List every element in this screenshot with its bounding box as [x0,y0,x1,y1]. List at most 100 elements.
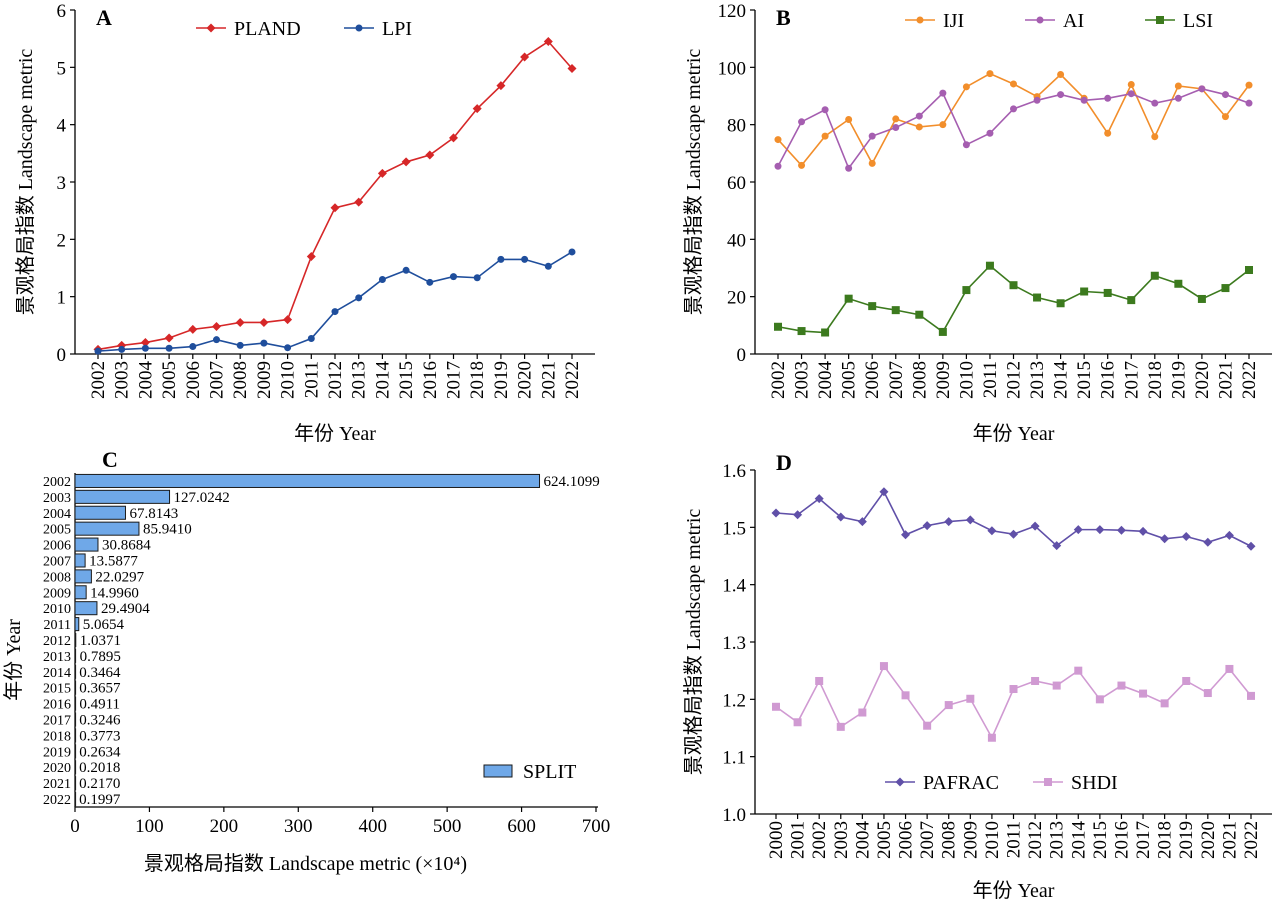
panel-b-x-tick-label: 2015 [1074,361,1095,399]
panel-d-point-pafrac [793,510,803,520]
panel-a-point-pland [449,133,458,143]
panel-a-point-pland [377,168,387,178]
panel-a-x-tick-label: 2019 [491,361,512,399]
panel-b-letter: B [776,5,791,30]
panel-b-point-iji [1127,81,1135,89]
panel-a-x-tick-label: 2011 [301,361,322,398]
panel-a-x-tick-label: 2021 [538,361,559,399]
panel-a-legend-marker [355,24,363,32]
panel-a-x-tick-label: 2016 [420,361,441,399]
panel-b-point-lsi [1221,284,1230,293]
panel-d-x-tick-label: 2003 [831,821,852,859]
panel-d-point-pafrac [1030,521,1040,531]
panel-b-x-tick-label: 2014 [1051,361,1072,400]
panel-d-point-pafrac [1181,532,1191,542]
panel-a-x-tick-label: 2003 [112,361,133,399]
panel-a-x-tick-label: 2022 [562,361,583,399]
panel-d-point-shdi [1095,695,1104,704]
panel-b-x-tick-label: 2013 [1027,361,1048,399]
panel-c-bar [74,664,77,679]
panel-d-point-shdi [1031,676,1040,685]
panel-a-y-tick-label: 6 [57,1,67,22]
panel-c-data-label: 67.8143 [129,506,178,522]
panel-c-data-label: 0.7895 [80,649,121,665]
panel-d-y-tick-label: 1.2 [722,690,746,711]
panel-d-point-shdi [1052,681,1061,690]
panel-b-point-ai [1151,99,1159,107]
panel-a-x-axis-title: 年份 Year [294,422,376,445]
panel-c-bar [74,521,140,536]
panel-b-x-tick-label: 2018 [1145,361,1166,399]
panel-a-letter: A [96,5,112,30]
panel-d-x-tick-label: 2004 [852,821,873,860]
panel-d-x-tick-label: 2021 [1219,821,1240,859]
panel-c-data-label: 0.2634 [79,744,121,760]
panel-c-data-label: 1.0371 [80,633,121,649]
panel-c-x-tick-label: 600 [507,816,536,837]
panel-a-point-pland [567,63,577,73]
panel-c-y-tick-label: 2007 [43,554,71,569]
panel-b-point-lsi [844,294,853,303]
panel-b-legend-marker [916,16,924,24]
panel-a-series-pland [93,37,577,354]
panel-b-y-tick-label: 0 [737,345,747,366]
panel-b-point-iji [1174,82,1182,90]
panel-c-x-tick-label: 400 [358,816,387,837]
panel-c-bar [74,648,77,663]
panel-a-point-pland [543,37,553,47]
panel-c-y-tick-label: 2021 [43,777,71,792]
panel-c-data-label: 0.3464 [79,665,121,681]
panel-b-y-tick-label: 120 [718,1,747,22]
panel-a-point-lpi [94,347,102,355]
panel-b-point-ai [1127,90,1135,98]
panel-d-legend-item-pafrac: PAFRAC [885,772,999,794]
panel-b-x-tick-label: 2017 [1121,361,1142,399]
panel-b-point-ai [798,118,806,126]
panel-b-x-axis-title: 年份 Year [973,422,1055,445]
panel-d-point-shdi [944,701,953,710]
panel-c-x-tick-label: 700 [582,816,611,837]
panel-d-x-tick-label: 2008 [939,821,960,859]
panel-d-x-tick-label: 2002 [809,821,830,859]
panel-a-point-lpi [236,341,244,349]
panel-b-x-tick-label: 2008 [909,361,930,399]
panel-d-x-tick-label: 2007 [917,821,938,859]
panel-b-point-iji [1057,71,1065,78]
panel-d-y-tick-label: 1.3 [722,633,746,654]
panel-b-x-tick-label: 2003 [792,361,813,399]
panel-c-y-tick-label: 2006 [43,539,71,554]
panel-c-y-tick-label: 2015 [43,682,71,697]
panel-c-bar [74,696,77,711]
panel-b-legend-label: IJI [943,10,964,32]
panel-b-point-lsi [938,327,947,336]
panel-c-data-label: 30.8684 [102,538,151,554]
panel-b-point-lsi [821,328,830,337]
panel-b-point-lsi [1009,281,1018,290]
panel-a-point-lpi [141,344,149,352]
panel-d-point-shdi [858,708,867,717]
panel-d-point-shdi [1139,689,1148,698]
panel-a-x-tick-label: 2013 [349,361,370,399]
panel-c-data-label: 0.2018 [79,760,120,776]
panel-c-legend-label: SPLIT [523,761,576,783]
panel-d-point-pafrac [1009,529,1018,539]
panel-b-x-tick-label: 2016 [1098,361,1119,399]
panel-b-x-tick-label: 2021 [1215,361,1236,399]
panel-c-y-tick-label: 2009 [43,586,71,601]
panel-c-bar [74,489,171,504]
panel-d-legend-label: SHDI [1071,772,1118,794]
panel-d-point-shdi [1182,676,1191,685]
panel-c-legend-item-split: SPLIT [483,761,576,783]
panel-b-point-ai [1033,96,1041,104]
panel-b-x-tick-label: 2005 [839,361,860,399]
panel-b-point-lsi [1056,299,1065,308]
panel-a-x-tick-label: 2017 [444,361,465,399]
panel-a-point-pland [330,203,340,213]
panel-b-series-lsi [774,261,1253,337]
panel-d-point-pafrac [1203,537,1213,547]
panel-b-x-tick-label: 2007 [886,361,907,399]
panel-c: 0 100 200 300 400 500 600 700 2002 624.1099 2003 12… [2,447,610,875]
panel-c-bar [74,569,92,584]
panel-d-point-pafrac [1116,525,1126,535]
